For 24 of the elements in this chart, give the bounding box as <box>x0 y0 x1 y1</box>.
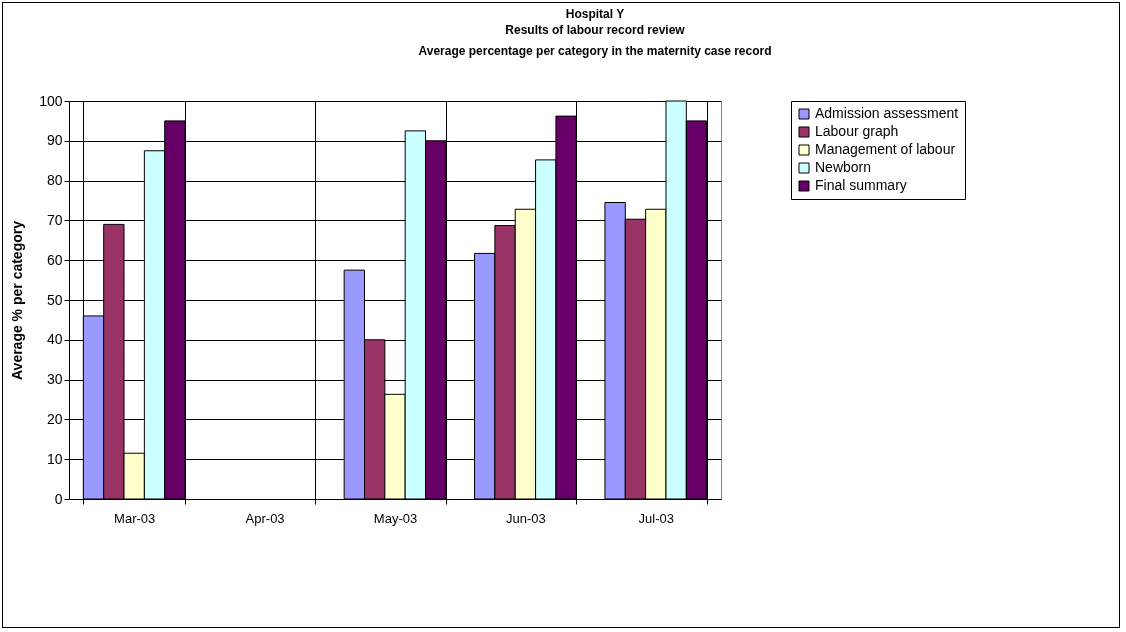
y-tick-label: 0 <box>54 490 63 507</box>
y-tick-label: 30 <box>46 371 63 388</box>
legend-label: Admission assessment <box>815 105 959 121</box>
y-tick-label: 40 <box>46 331 63 348</box>
y-tick-label: 20 <box>46 410 63 427</box>
y-tick-label: 60 <box>46 251 63 268</box>
x-tick-label: Jul-03 <box>638 510 675 526</box>
chart-title: Hospital Y <box>565 7 625 21</box>
y-tick-label: 70 <box>46 211 63 228</box>
x-tick-label: Mar-03 <box>114 510 156 526</box>
y-tick-label: 10 <box>46 450 63 467</box>
legend-label: Newborn <box>815 159 872 175</box>
y-tick-label: 90 <box>46 132 63 149</box>
x-tick-label: May-03 <box>373 510 418 526</box>
y-tick-label: 100 <box>39 92 63 109</box>
x-tick-label: Apr-03 <box>245 510 285 526</box>
legend-label: Final summary <box>815 177 907 193</box>
y-tick-label: 50 <box>46 291 63 308</box>
legend-label: Management of labour <box>815 141 956 157</box>
chart-subtitle: Results of labour record review Average percentage per category in the maternity case record <box>418 23 772 58</box>
y-axis-title: Average % per category <box>9 220 26 380</box>
legend-label: Labour graph <box>815 123 899 139</box>
x-tick-label: Jun-03 <box>506 510 546 526</box>
y-tick-label: 80 <box>46 172 63 189</box>
